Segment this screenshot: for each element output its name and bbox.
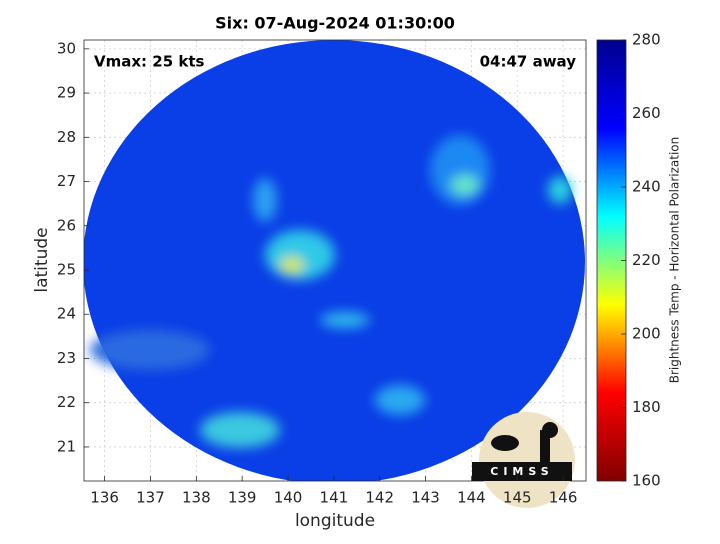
colorbar-tick-label: 200 <box>632 325 661 343</box>
annotation: 04:47 away <box>480 53 577 71</box>
colorbar-tick-label: 240 <box>632 178 661 196</box>
x-tick-label: 144 <box>457 489 486 507</box>
y-tick-label: 25 <box>57 261 76 279</box>
x-tick-label: 146 <box>549 489 578 507</box>
cimss-logo: CIMSS <box>472 412 575 508</box>
x-tick-label: 136 <box>90 489 119 507</box>
annotation: Vmax: 25 kts <box>94 53 204 71</box>
y-tick-label: 29 <box>57 84 76 102</box>
x-tick-label: 142 <box>365 489 394 507</box>
satellite-image <box>84 40 585 481</box>
x-tick-label: 140 <box>274 489 303 507</box>
x-tick-label: 143 <box>411 489 440 507</box>
colorbar-label: Brightness Temp - Horizontal Polarizatio… <box>668 137 682 384</box>
y-tick-label: 27 <box>57 172 76 190</box>
logo-text: CIMSS <box>490 465 553 478</box>
x-tick-label: 145 <box>503 489 532 507</box>
colorbar-tick-label: 160 <box>632 472 661 490</box>
colorbar-tick-label: 260 <box>632 104 661 122</box>
y-tick-label: 28 <box>57 128 76 146</box>
x-axis-label: longitude <box>295 511 375 531</box>
colorbar-tick-label: 280 <box>632 31 661 49</box>
x-tick-label: 139 <box>228 489 257 507</box>
chart-title: Six: 07-Aug-2024 01:30:00 <box>215 14 455 33</box>
x-tick-label: 137 <box>136 489 165 507</box>
y-axis-label: latitude <box>32 227 52 292</box>
x-tick-label: 138 <box>182 489 211 507</box>
y-tick-label: 21 <box>57 437 76 455</box>
plot-frame <box>83 39 587 482</box>
colorbar-tick-label: 180 <box>632 398 661 416</box>
y-tick-label: 30 <box>57 39 76 57</box>
y-tick-label: 24 <box>57 305 76 323</box>
y-tick-label: 23 <box>57 349 76 367</box>
x-tick-label: 141 <box>320 489 349 507</box>
colorbar-tick-label: 220 <box>632 251 661 269</box>
y-tick-label: 22 <box>57 393 76 411</box>
y-tick-label: 26 <box>57 216 76 234</box>
